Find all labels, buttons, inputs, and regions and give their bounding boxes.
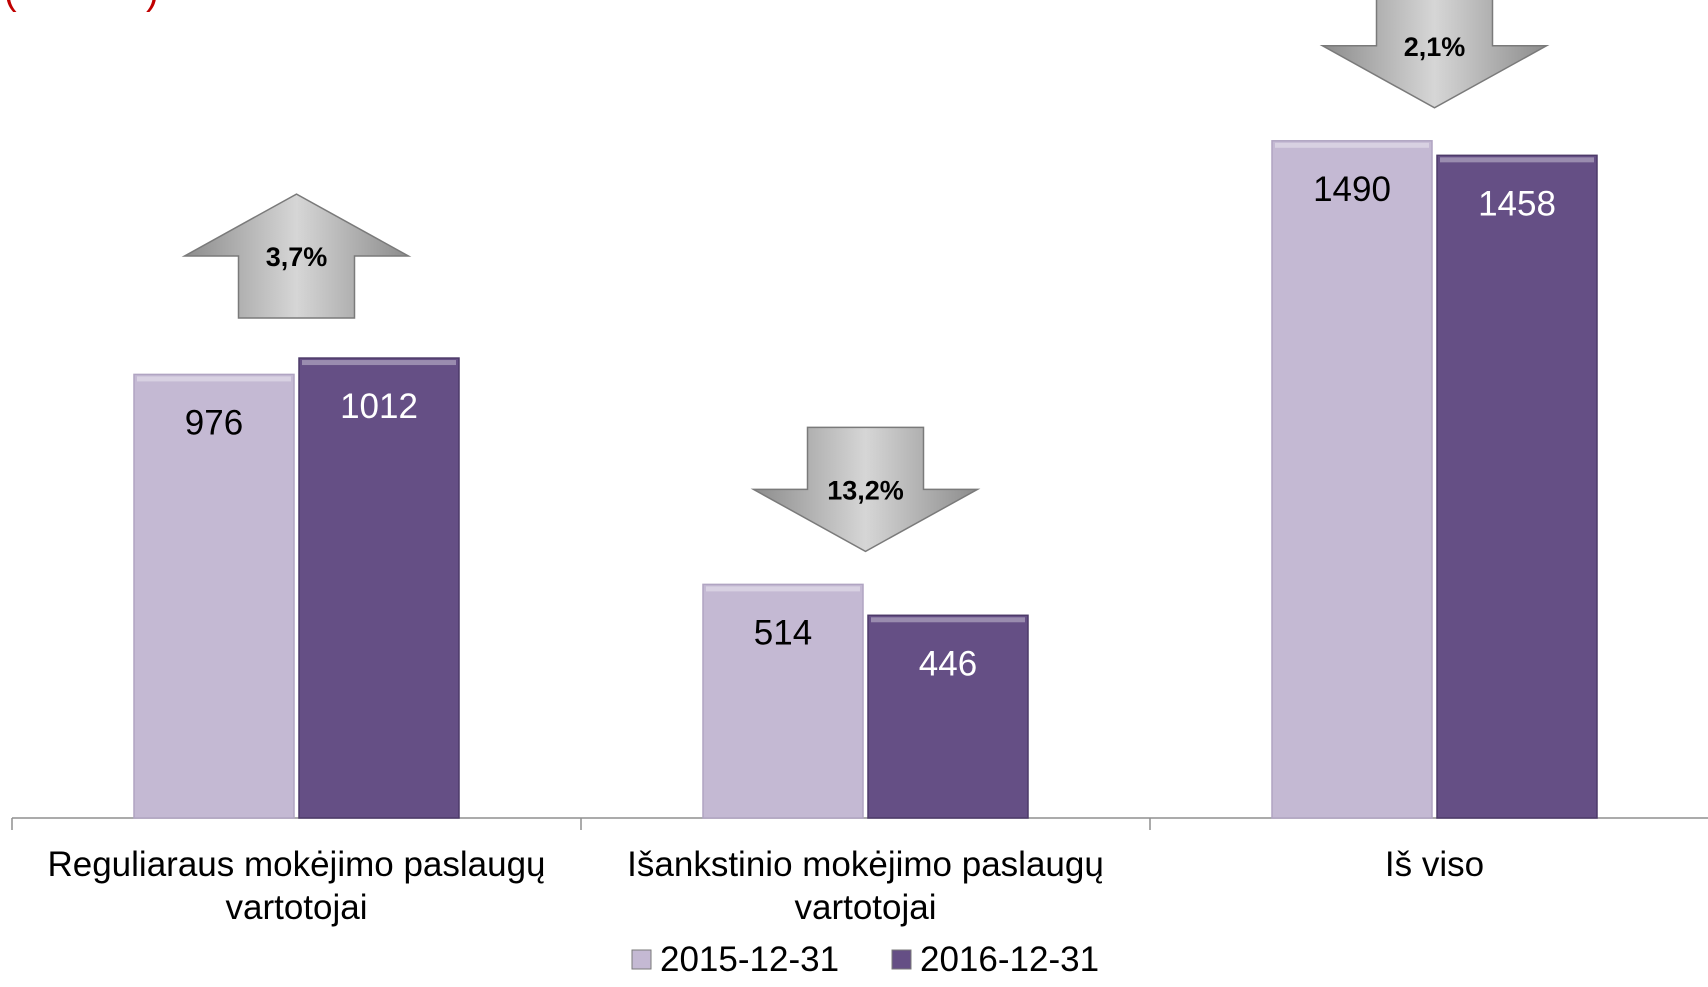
bar-highlight [1275, 142, 1429, 148]
bar-value-label: 976 [185, 403, 243, 442]
bar-highlight [1440, 157, 1594, 163]
category-label: Reguliaraus mokėjimo paslaugų [47, 845, 545, 884]
arrow-up-icon [181, 193, 412, 319]
bar-highlight [302, 360, 456, 366]
change-percent-label: 13,2% [827, 475, 904, 505]
bar-value-label: 514 [754, 613, 812, 652]
bar [1436, 154, 1598, 819]
bar-highlight [871, 617, 1025, 623]
category-label: Iš viso [1385, 845, 1484, 884]
legend-label: 2016-12-31 [920, 940, 1099, 979]
title-fragment-text-end: ) [146, 0, 159, 13]
change-percent-label: 3,7% [266, 242, 328, 272]
bar-highlight [706, 586, 860, 592]
legend-swatch [891, 949, 912, 970]
bar [1271, 140, 1433, 819]
legend-label: 2015-12-31 [660, 940, 839, 979]
arrow-down-icon [750, 426, 981, 553]
category-label: Išankstinio mokėjimo paslaugų [627, 845, 1104, 884]
category-label: vartotojai [794, 888, 936, 927]
arrow-down-icon [1319, 0, 1550, 109]
bar [298, 357, 460, 819]
bar [702, 583, 864, 819]
bar-value-label: 446 [919, 644, 977, 683]
title-fragment-text: ( [4, 0, 17, 13]
bar-value-label: 1012 [340, 387, 418, 426]
change-percent-label: 2,1% [1404, 32, 1466, 62]
bar [133, 373, 295, 819]
bar-value-label: 1458 [1478, 184, 1556, 223]
bar [867, 614, 1029, 819]
bar-value-label: 1490 [1313, 170, 1391, 209]
legend-swatch [631, 949, 652, 970]
category-label: vartotojai [225, 888, 367, 927]
bar-highlight [137, 376, 291, 382]
